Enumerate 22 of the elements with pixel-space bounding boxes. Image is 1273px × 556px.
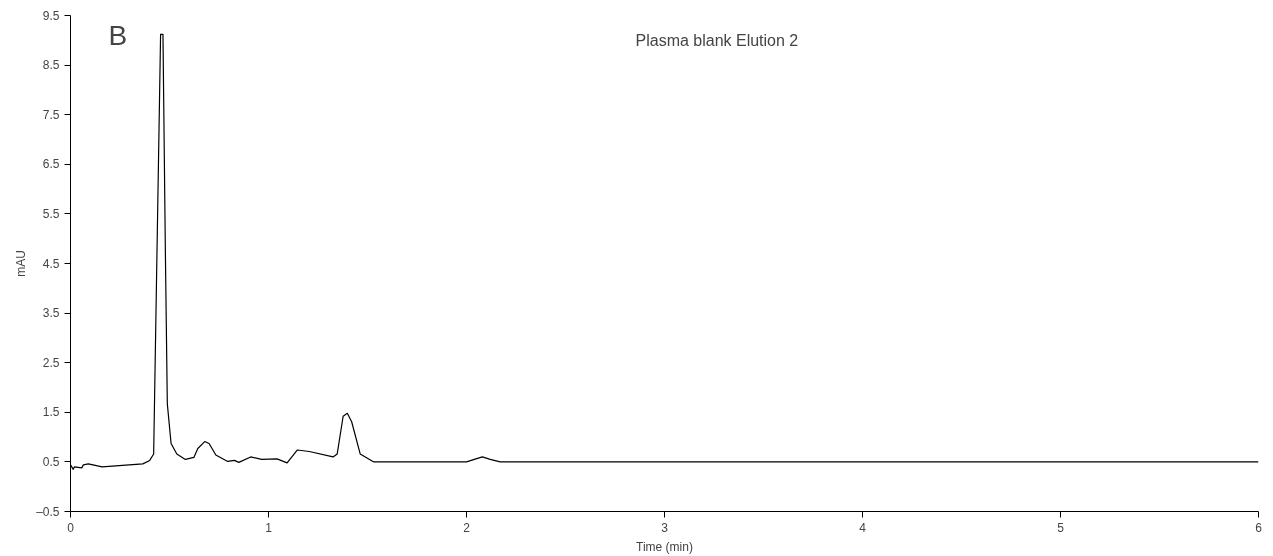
x-tick-label: 6 [1255,520,1263,535]
y-tick-label: 5.5 [42,206,60,221]
y-tick-label: 7.5 [42,107,60,122]
x-tick-label: 1 [265,520,273,535]
y-tick-label: 8.5 [42,58,60,73]
y-tick-label: 6.5 [42,157,60,172]
y-tick-label: 9.5 [42,8,60,23]
y-tick-label: 4.5 [42,256,60,271]
x-tick-label: 3 [661,520,669,535]
y-tick-label: 0.5 [42,454,60,469]
x-tick-label: 5 [1057,520,1065,535]
x-tick-label: 4 [859,520,867,535]
y-tick-label: 3.5 [42,306,60,321]
y-axis-title: mAU [14,250,29,277]
y-tick-label: 1.5 [42,405,60,420]
y-tick-label: –0.5 [36,504,60,519]
annotation: Plasma blank Elution 2 [635,32,799,49]
chart-title: B [108,19,128,51]
x-axis-title: Time (min) [636,539,693,554]
y-tick-label: 2.5 [42,355,60,370]
x-tick-label: 0 [67,520,75,535]
x-tick-label: 2 [463,520,471,535]
